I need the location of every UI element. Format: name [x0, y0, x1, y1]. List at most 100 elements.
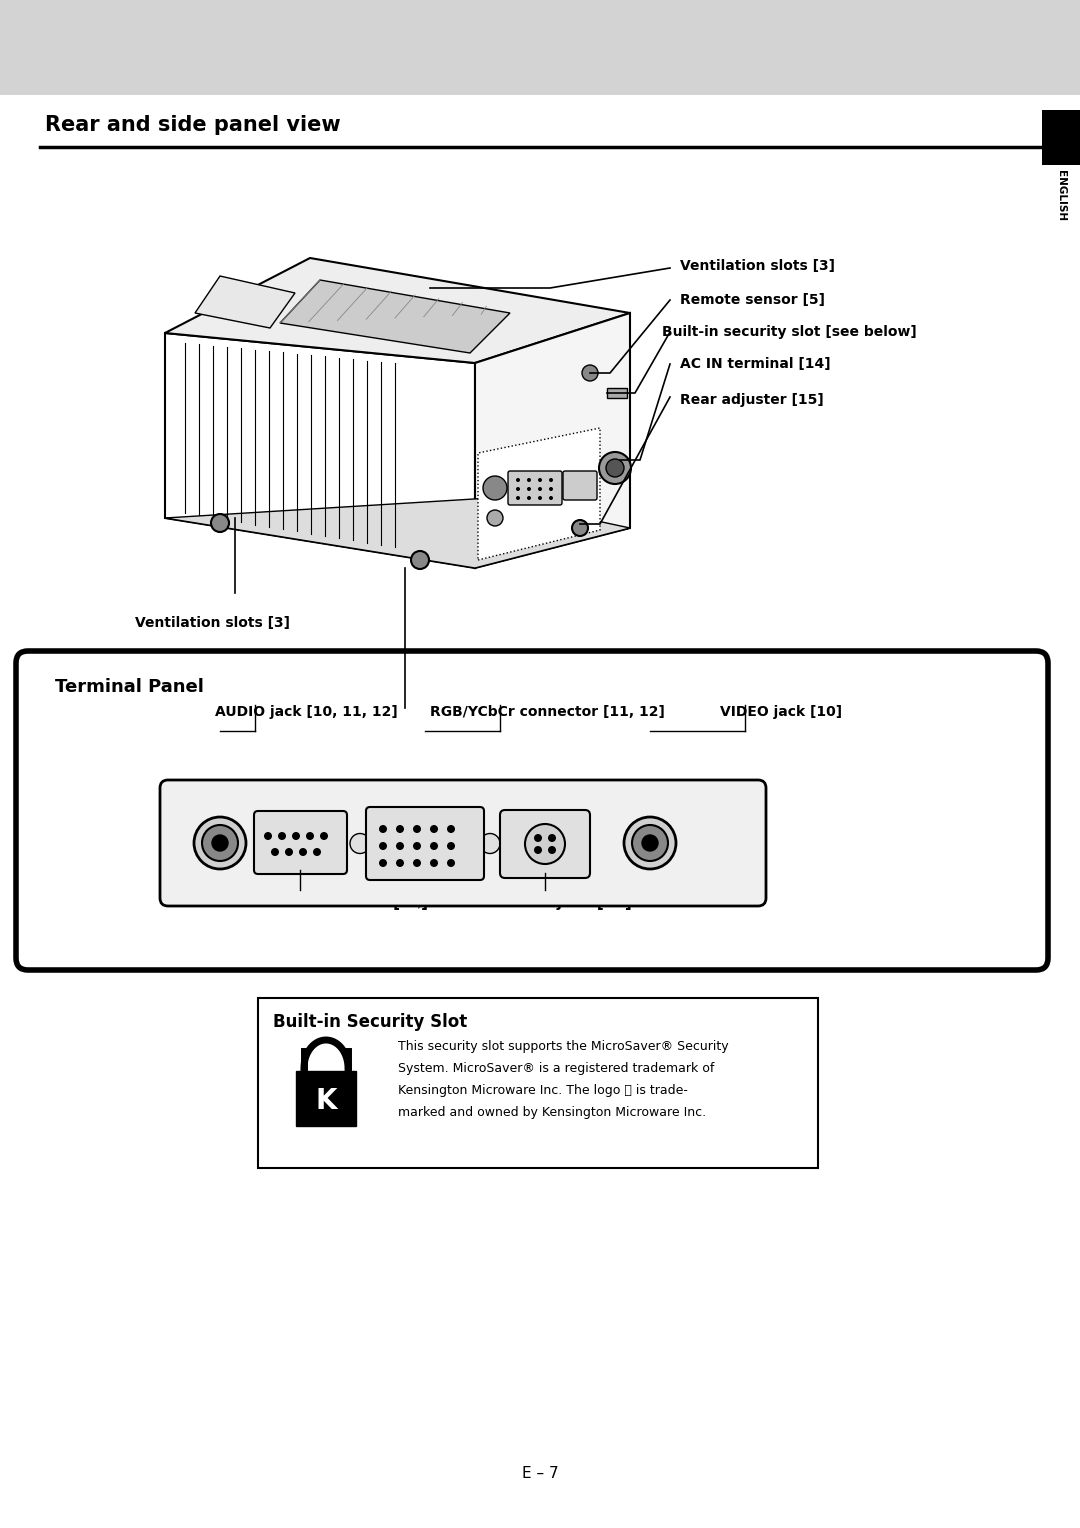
Circle shape [430, 859, 438, 866]
Polygon shape [165, 258, 630, 364]
Circle shape [538, 487, 542, 490]
Circle shape [527, 478, 531, 481]
Circle shape [379, 842, 387, 850]
Text: S-VIDEO jack [10]: S-VIDEO jack [10] [482, 895, 632, 911]
Circle shape [538, 478, 542, 481]
Circle shape [202, 825, 238, 860]
Bar [258, 998, 818, 1167]
Text: MOUSE: MOUSE [278, 895, 323, 909]
Circle shape [447, 859, 455, 866]
Circle shape [549, 478, 553, 481]
Circle shape [396, 842, 404, 850]
Text: VIDEO jack [10]: VIDEO jack [10] [720, 704, 842, 720]
Text: Built-in security slot [see below]: Built-in security slot [see below] [662, 325, 917, 339]
Text: Kensington Microware Inc. The logo Ⓚ is trade-: Kensington Microware Inc. The logo Ⓚ is … [399, 1083, 688, 1097]
Text: E – 7: E – 7 [522, 1465, 558, 1481]
Circle shape [194, 817, 246, 869]
Circle shape [516, 487, 519, 490]
Circle shape [292, 833, 300, 840]
Circle shape [306, 833, 314, 840]
Text: Ventilation slots [3]: Ventilation slots [3] [135, 616, 291, 630]
Text: S-VIDEO: S-VIDEO [519, 895, 570, 909]
Circle shape [480, 833, 500, 854]
Circle shape [606, 458, 624, 477]
Text: Rear and side panel view: Rear and side panel view [45, 115, 340, 134]
Circle shape [396, 859, 404, 866]
Circle shape [487, 510, 503, 526]
Circle shape [549, 497, 553, 500]
Circle shape [572, 520, 588, 536]
Polygon shape [478, 428, 600, 559]
Circle shape [212, 834, 228, 851]
FancyBboxPatch shape [366, 807, 484, 880]
Text: AC IN terminal [14]: AC IN terminal [14] [680, 358, 831, 371]
Circle shape [527, 487, 531, 490]
Bar [0, 0, 1080, 95]
Circle shape [271, 848, 279, 856]
Circle shape [549, 487, 553, 490]
Text: Remote sensor [5]: Remote sensor [5] [680, 293, 825, 307]
Bar [296, 1071, 356, 1126]
Text: RGB / YCbCr: RGB / YCbCr [387, 895, 463, 909]
Circle shape [396, 825, 404, 833]
Text: K: K [315, 1086, 337, 1115]
Circle shape [548, 834, 556, 842]
Circle shape [642, 834, 658, 851]
FancyBboxPatch shape [160, 779, 766, 906]
Text: MOUSE connector [17]: MOUSE connector [17] [235, 895, 428, 911]
Polygon shape [165, 498, 630, 568]
Circle shape [350, 833, 370, 854]
Circle shape [447, 825, 455, 833]
Circle shape [299, 848, 307, 856]
Circle shape [379, 825, 387, 833]
Text: AUDIO: AUDIO [200, 895, 241, 909]
Text: Rear adjuster [15]: Rear adjuster [15] [680, 393, 824, 406]
Circle shape [582, 365, 598, 380]
Circle shape [538, 497, 542, 500]
FancyBboxPatch shape [563, 471, 597, 500]
Text: ENGLISH: ENGLISH [1056, 170, 1066, 222]
Circle shape [548, 847, 556, 854]
Polygon shape [475, 313, 630, 568]
Polygon shape [195, 277, 295, 329]
Circle shape [516, 478, 519, 481]
Circle shape [413, 859, 421, 866]
Circle shape [320, 833, 328, 840]
Text: Ventilation slots [3]: Ventilation slots [3] [680, 260, 835, 274]
FancyBboxPatch shape [254, 811, 347, 874]
Circle shape [527, 497, 531, 500]
Circle shape [534, 834, 542, 842]
Circle shape [413, 825, 421, 833]
Circle shape [211, 513, 229, 532]
Text: marked and owned by Kensington Microware Inc.: marked and owned by Kensington Microware… [399, 1106, 706, 1118]
FancyBboxPatch shape [508, 471, 562, 504]
Circle shape [278, 833, 286, 840]
Circle shape [525, 824, 565, 863]
Polygon shape [165, 333, 475, 568]
Text: Built-in Security Slot: Built-in Security Slot [273, 1013, 468, 1031]
Circle shape [379, 859, 387, 866]
Circle shape [430, 825, 438, 833]
Circle shape [483, 477, 507, 500]
Circle shape [313, 848, 321, 856]
Circle shape [285, 848, 293, 856]
FancyBboxPatch shape [16, 651, 1048, 970]
Bar [1042, 110, 1080, 165]
Circle shape [264, 833, 272, 840]
Circle shape [599, 452, 631, 484]
Text: RGB/YCbCr connector [11, 12]: RGB/YCbCr connector [11, 12] [430, 704, 665, 720]
Circle shape [430, 842, 438, 850]
Circle shape [411, 552, 429, 568]
Text: System. MicroSaver® is a registered trademark of: System. MicroSaver® is a registered trad… [399, 1062, 714, 1076]
Circle shape [632, 825, 669, 860]
Text: Terminal Panel: Terminal Panel [55, 678, 204, 695]
Circle shape [534, 847, 542, 854]
Circle shape [413, 842, 421, 850]
Text: This security slot supports the MicroSaver® Security: This security slot supports the MicroSav… [399, 1041, 729, 1053]
Circle shape [516, 497, 519, 500]
Text: AUDIO jack [10, 11, 12]: AUDIO jack [10, 11, 12] [215, 704, 397, 720]
Text: VIDEO: VIDEO [631, 895, 670, 909]
Circle shape [624, 817, 676, 869]
Bar [607, 388, 627, 397]
Circle shape [447, 842, 455, 850]
